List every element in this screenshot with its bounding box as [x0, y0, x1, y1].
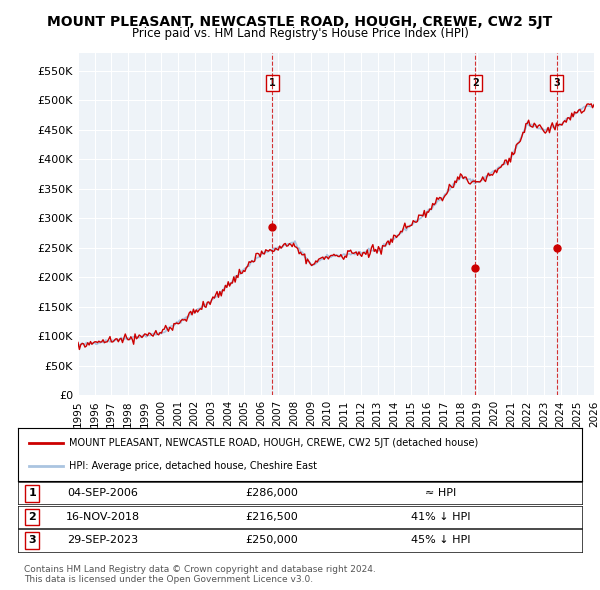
- Text: 45% ↓ HPI: 45% ↓ HPI: [411, 536, 471, 545]
- Text: 2: 2: [28, 512, 36, 522]
- Text: Price paid vs. HM Land Registry's House Price Index (HPI): Price paid vs. HM Land Registry's House …: [131, 27, 469, 40]
- Text: 41% ↓ HPI: 41% ↓ HPI: [411, 512, 471, 522]
- Text: £286,000: £286,000: [245, 489, 298, 498]
- Text: 2: 2: [472, 78, 479, 87]
- Text: 04-SEP-2006: 04-SEP-2006: [67, 489, 138, 498]
- Text: MOUNT PLEASANT, NEWCASTLE ROAD, HOUGH, CREWE, CW2 5JT (detached house): MOUNT PLEASANT, NEWCASTLE ROAD, HOUGH, C…: [69, 438, 478, 448]
- Text: HPI: Average price, detached house, Cheshire East: HPI: Average price, detached house, Ches…: [69, 461, 317, 471]
- Text: MOUNT PLEASANT, NEWCASTLE ROAD, HOUGH, CREWE, CW2 5JT: MOUNT PLEASANT, NEWCASTLE ROAD, HOUGH, C…: [47, 15, 553, 29]
- Text: 16-NOV-2018: 16-NOV-2018: [65, 512, 140, 522]
- Text: 1: 1: [269, 78, 275, 87]
- Text: £250,000: £250,000: [245, 536, 298, 545]
- Text: 29-SEP-2023: 29-SEP-2023: [67, 536, 138, 545]
- Text: 3: 3: [28, 536, 36, 545]
- Text: 3: 3: [553, 78, 560, 87]
- Text: 1: 1: [28, 489, 36, 498]
- Text: ≈ HPI: ≈ HPI: [425, 489, 457, 498]
- Text: £216,500: £216,500: [245, 512, 298, 522]
- Text: Contains HM Land Registry data © Crown copyright and database right 2024.
This d: Contains HM Land Registry data © Crown c…: [24, 565, 376, 584]
